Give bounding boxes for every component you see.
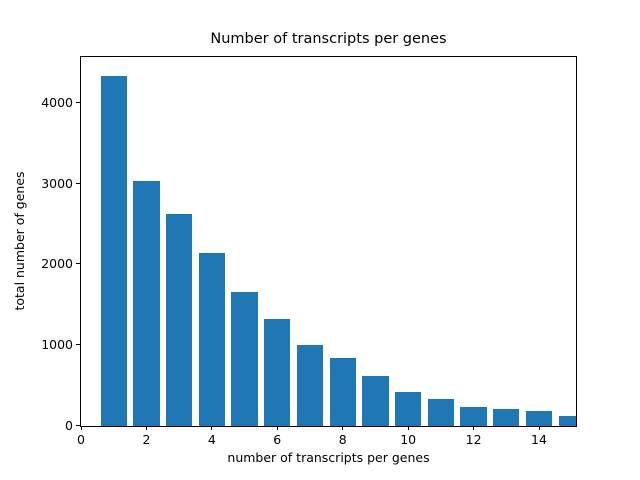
x-tick-mark <box>276 426 278 430</box>
bar-x7 <box>296 345 324 426</box>
x-tick-mark <box>407 426 409 430</box>
y-tick-label: 3000 <box>41 175 73 191</box>
chart-title: Number of transcripts per genes <box>210 31 447 47</box>
plot-area <box>80 56 577 427</box>
x-tick-mark <box>342 426 344 430</box>
bar-x2 <box>133 181 160 426</box>
x-tick-mark <box>211 426 213 430</box>
y-tick-mark <box>76 102 80 104</box>
bar-x8 <box>329 358 356 426</box>
y-tick-label: 0 <box>65 417 73 433</box>
y-tick-mark <box>76 182 80 184</box>
x-axis-label: number of transcripts per genes <box>227 450 430 465</box>
x-tick-label: 6 <box>273 432 282 447</box>
bar-x15 <box>558 416 576 426</box>
y-tick-label: 2000 <box>41 256 73 272</box>
x-tick-label: 12 <box>465 432 482 447</box>
bar-x9 <box>362 376 389 426</box>
x-tick-label: 4 <box>207 432 216 447</box>
bar-x4 <box>198 252 225 426</box>
bar-x3 <box>166 214 193 426</box>
bar-x1 <box>100 75 127 426</box>
x-tick-mark <box>80 426 82 430</box>
bar-x11 <box>427 398 454 426</box>
x-tick-label: 2 <box>142 432 151 447</box>
y-tick-mark <box>76 424 80 426</box>
bar-x12 <box>460 407 487 426</box>
bar-x6 <box>264 318 291 426</box>
x-tick-mark <box>473 426 475 430</box>
x-tick-label: 8 <box>338 432 347 447</box>
bar-x14 <box>525 410 553 426</box>
bar-x13 <box>493 409 520 426</box>
x-tick-mark <box>538 426 540 430</box>
x-tick-label: 10 <box>400 432 417 447</box>
x-tick-label: 14 <box>531 432 547 447</box>
y-tick-mark <box>76 343 80 345</box>
x-tick-label: 0 <box>77 432 85 447</box>
bar-x5 <box>231 291 258 426</box>
y-tick-mark <box>76 263 80 265</box>
x-tick-mark <box>145 426 147 430</box>
y-tick-label: 1000 <box>41 336 73 352</box>
bar-x10 <box>395 392 422 426</box>
y-axis-label: total number of genes <box>12 171 27 311</box>
y-tick-label: 4000 <box>41 95 73 111</box>
